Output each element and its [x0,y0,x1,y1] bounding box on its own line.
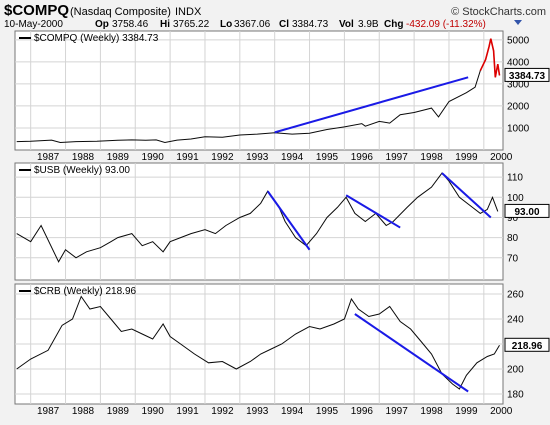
crb-last-value-box [504,337,550,352]
stockcharts-credit: © StockCharts.com [451,6,546,18]
compq-y-tick-label: 1000 [507,123,530,134]
crb-x-tick-label: 2000 [490,406,513,417]
usb-y-tick-label: 100 [507,193,524,204]
crb-x-tick-label: 1993 [246,406,269,417]
crb-trendline [354,313,469,393]
compq-x-tick-label: 1998 [420,152,443,163]
compq-last-value-box [504,67,550,82]
crb-y-tick-label: 240 [507,315,524,326]
crb-x-tick-label: 1999 [455,406,478,417]
close-value: 3384.73 [292,19,329,30]
crb-x-tick-label: 1996 [351,406,374,417]
high-value: 3765.22 [173,19,210,30]
crb-legend-label: $CRB (Weekly) 218.96 [34,286,137,297]
usb-y-tick-label: 90 [507,213,519,224]
usb-last-value-box [504,203,550,218]
chevron-down-icon[interactable] [514,20,522,25]
usb-trendline [345,194,401,229]
usb-plot-area [14,162,504,281]
crb-x-tick-label: 1997 [386,406,409,417]
close-label: Cl [279,19,289,30]
change-value: -432.09 (-11.32%) [406,19,486,30]
compq-x-tick-label: 1987 [37,152,60,163]
usb-y-tick-label: 110 [507,173,523,184]
compq-x-tick-label: 1993 [246,152,269,163]
open-value: 3758.46 [112,19,149,30]
usb-trendline [266,190,311,251]
compq-x-tick-label: 1994 [281,152,304,163]
index-name: (Nasdaq Composite) [70,6,171,18]
crb-y-tick-label: 180 [507,390,524,401]
symbol-title: $COMPQ [4,2,69,19]
crb-x-tick-label: 1992 [211,406,234,417]
usb-legend-label: $USB (Weekly) 93.00 [34,165,130,176]
crb-y-tick-label: 200 [507,365,524,376]
compq-x-tick-label: 1999 [455,152,478,163]
compq-x-tick-label: 1992 [211,152,234,163]
crb-last-value: 218.96 [512,341,543,352]
high-label: Hi [160,19,170,30]
quote-date: 10-May-2000 [4,19,63,30]
usb-last-value: 93.00 [514,207,539,218]
compq-plot-area [14,30,504,151]
low-value: 3367.06 [234,19,271,30]
exchange-label: INDX [175,6,202,18]
crb-x-tick-label: 1991 [176,406,199,417]
open-label: Op [95,19,109,30]
crb-y-tick-label: 260 [507,290,524,301]
compq-recent-move-line [479,38,501,78]
crb-x-tick-label: 1998 [420,406,443,417]
compq-x-tick-label: 1997 [386,152,409,163]
crb-x-tick-label: 1988 [72,406,95,417]
volume-value: 3.9B [358,19,379,30]
compq-x-tick-label: 1989 [107,152,130,163]
crb-x-tick-label: 1989 [107,406,130,417]
compq-x-tick-label: 1988 [72,152,95,163]
crb-x-tick-label: 1990 [142,406,165,417]
usb-y-tick-label: 80 [507,233,519,244]
crb-price-line [16,295,500,390]
usb-y-tick-label: 70 [507,253,519,264]
low-label: Lo [220,19,232,30]
compq-x-tick-label: 1996 [351,152,374,163]
compq-y-tick-label: 5000 [507,35,530,46]
compq-x-tick-label: 1991 [176,152,199,163]
compq-y-tick-label: 3000 [507,79,530,90]
crb-x-tick-label: 1987 [37,406,60,417]
compq-last-value: 3384.73 [509,71,546,82]
compq-trendline [274,76,469,134]
change-label: Chg [384,19,403,30]
compq-y-tick-label: 4000 [507,57,530,68]
compq-x-tick-label: 1990 [142,152,165,163]
compq-x-tick-label: 2000 [490,152,513,163]
volume-label: Vol [339,19,354,30]
crb-x-tick-label: 1994 [281,406,304,417]
compq-x-tick-label: 1995 [316,152,339,163]
usb-trendline [441,172,492,219]
crb-x-tick-label: 1995 [316,406,339,417]
compq-y-tick-label: 2000 [507,101,530,112]
compq-legend-label: $COMPQ (Weekly) 3384.73 [34,33,159,44]
